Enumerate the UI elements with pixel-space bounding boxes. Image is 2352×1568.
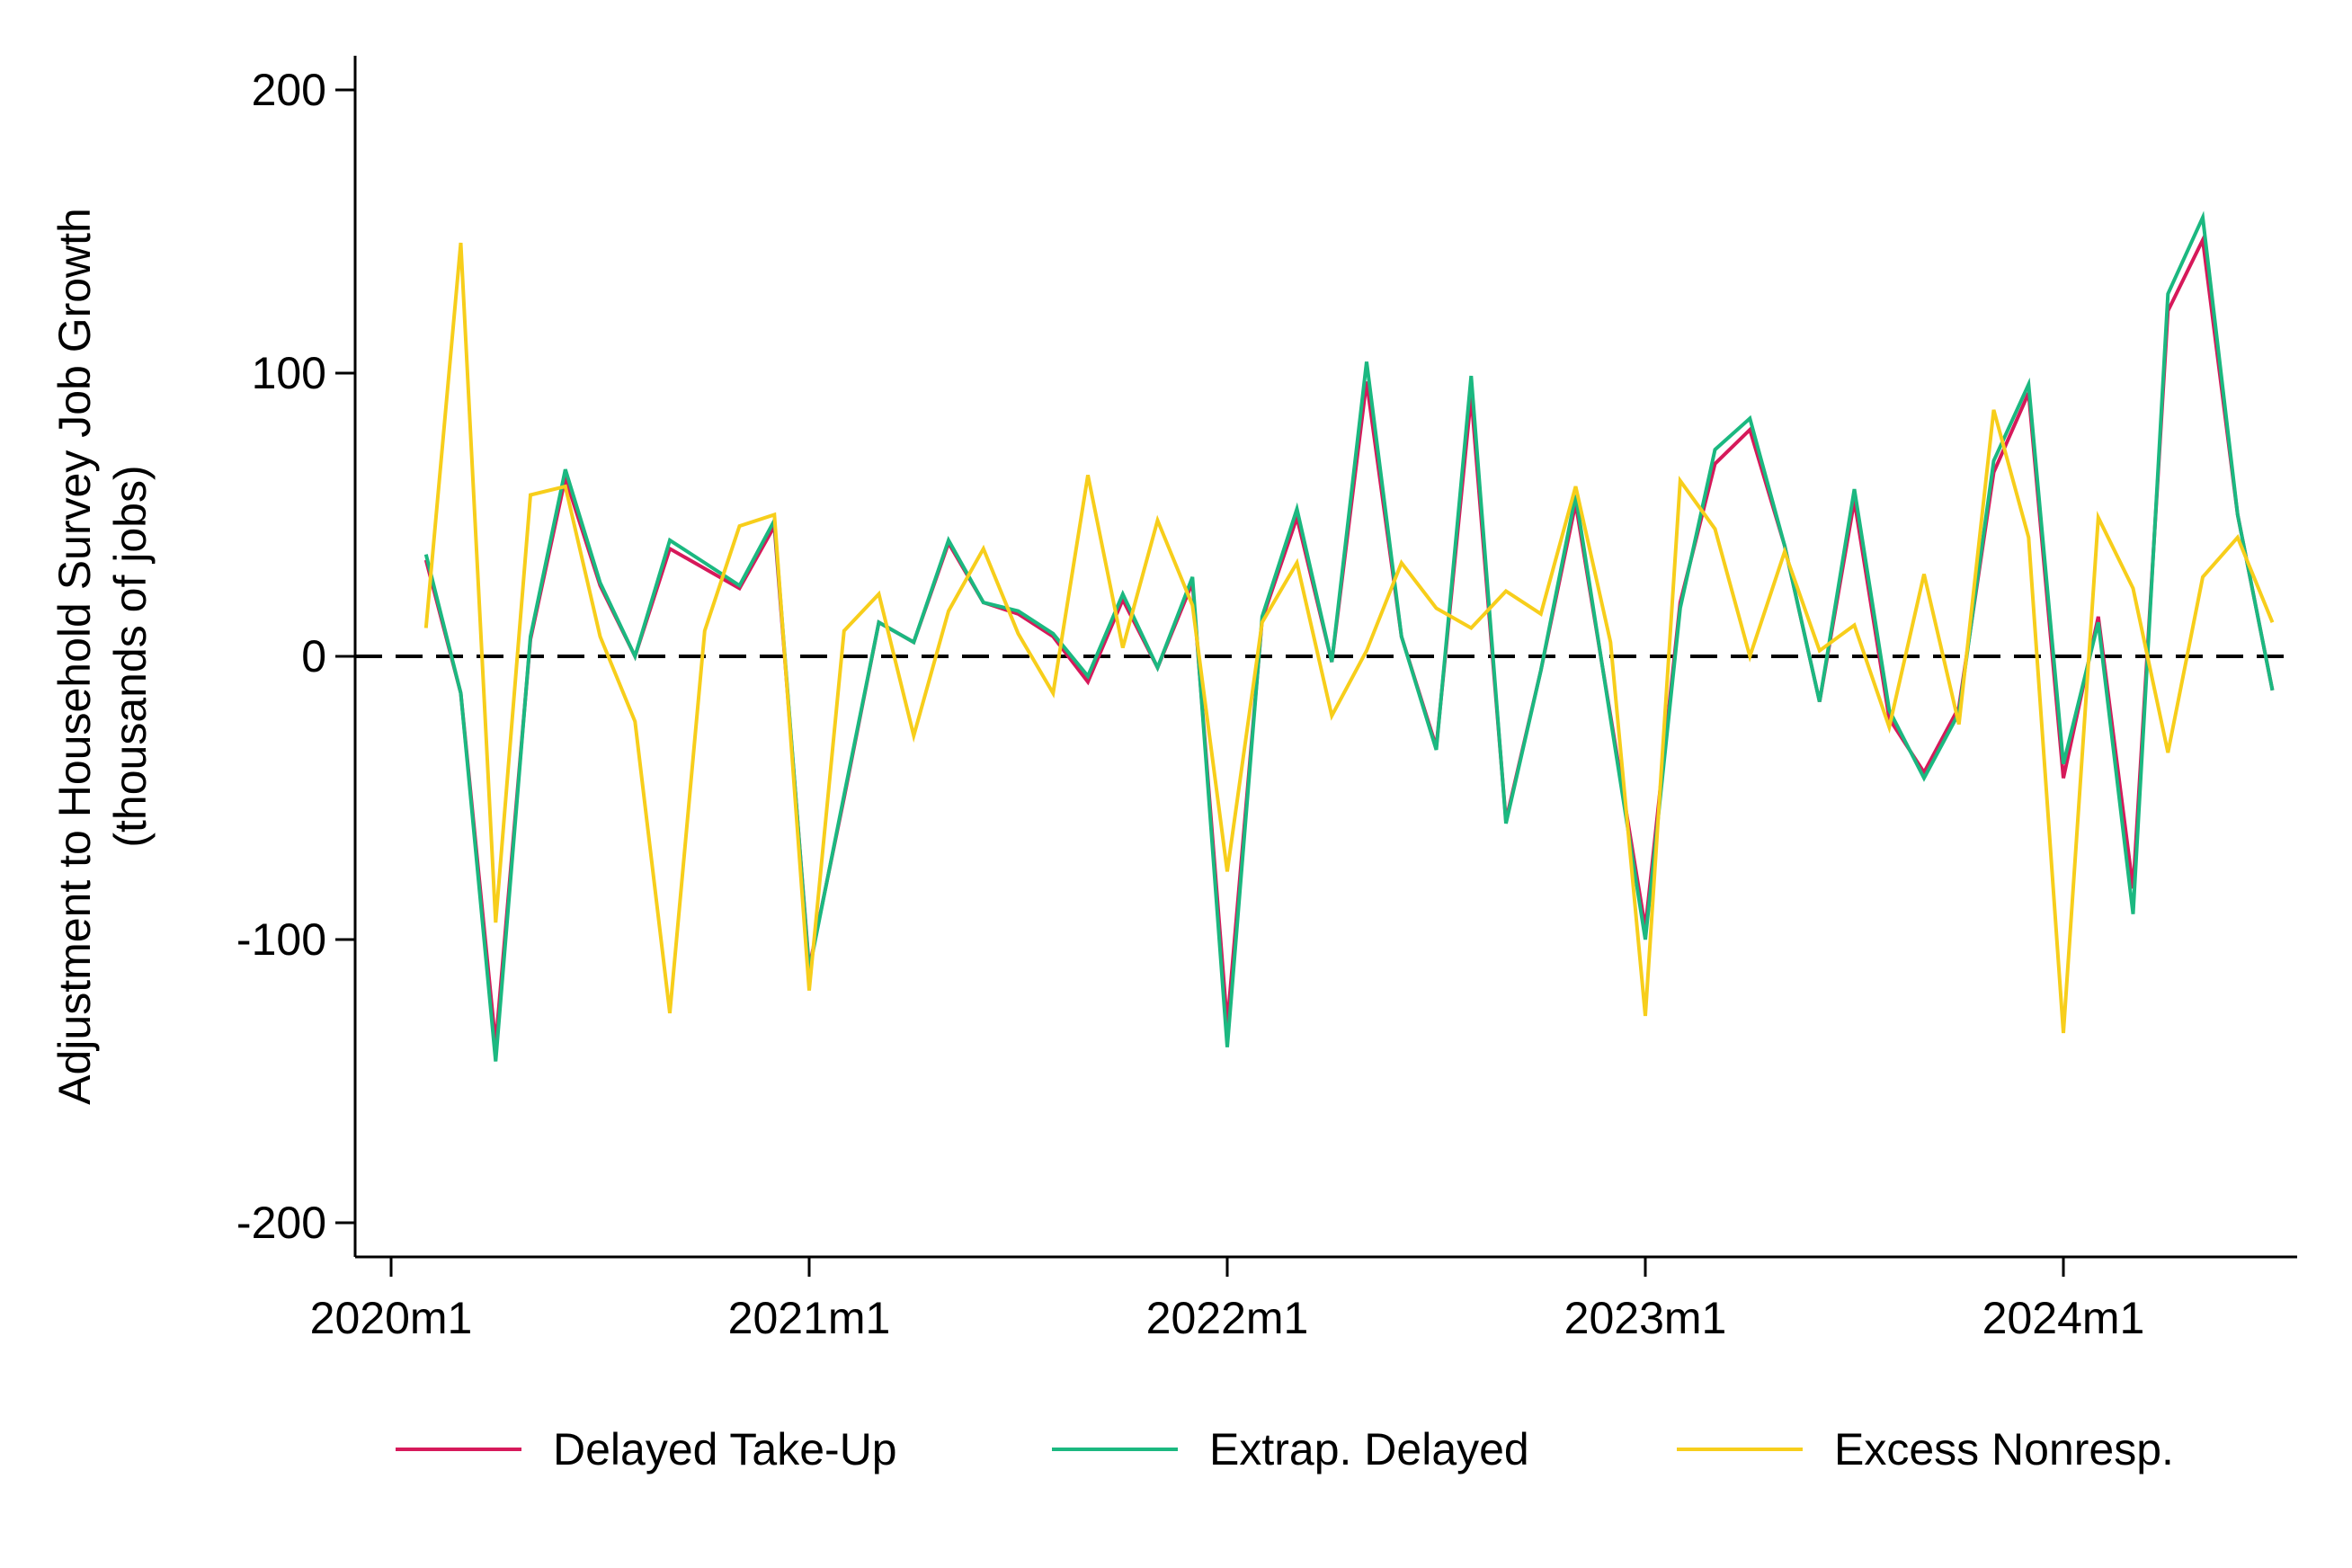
legend-label: Extrap. Delayed <box>1209 1424 1529 1474</box>
legend-label: Delayed Take-Up <box>553 1424 897 1474</box>
x-tick-label: 2020m1 <box>310 1293 473 1343</box>
x-tick-label: 2024m1 <box>1982 1293 2145 1343</box>
y-tick-label: -200 <box>236 1198 326 1248</box>
y-axis-title: (thousands of jobs) <box>105 465 156 847</box>
y-tick-label: 100 <box>252 348 326 398</box>
series-lines <box>423 210 2275 1062</box>
y-axis-title: Adjustment to Household Survey Job Growt… <box>49 208 100 1105</box>
legend: Delayed Take-Up Extrap. Delayed Excess Non… <box>396 1424 2174 1474</box>
axes: -200 -100 0 100 200 2020m1 2021m1 2022m1 2023m1 2… <box>49 56 2297 1343</box>
x-tick-label: 2022m1 <box>1146 1293 1309 1343</box>
series-line-3 <box>423 242 2275 1034</box>
y-tick-label: 200 <box>252 65 326 115</box>
x-tick-label: 2021m1 <box>728 1293 891 1343</box>
legend-label: Excess Nonresp. <box>1834 1424 2174 1474</box>
y-tick-label: -100 <box>236 914 326 965</box>
x-tick-label: 2023m1 <box>1564 1293 1727 1343</box>
y-tick-label: 0 <box>301 631 326 682</box>
